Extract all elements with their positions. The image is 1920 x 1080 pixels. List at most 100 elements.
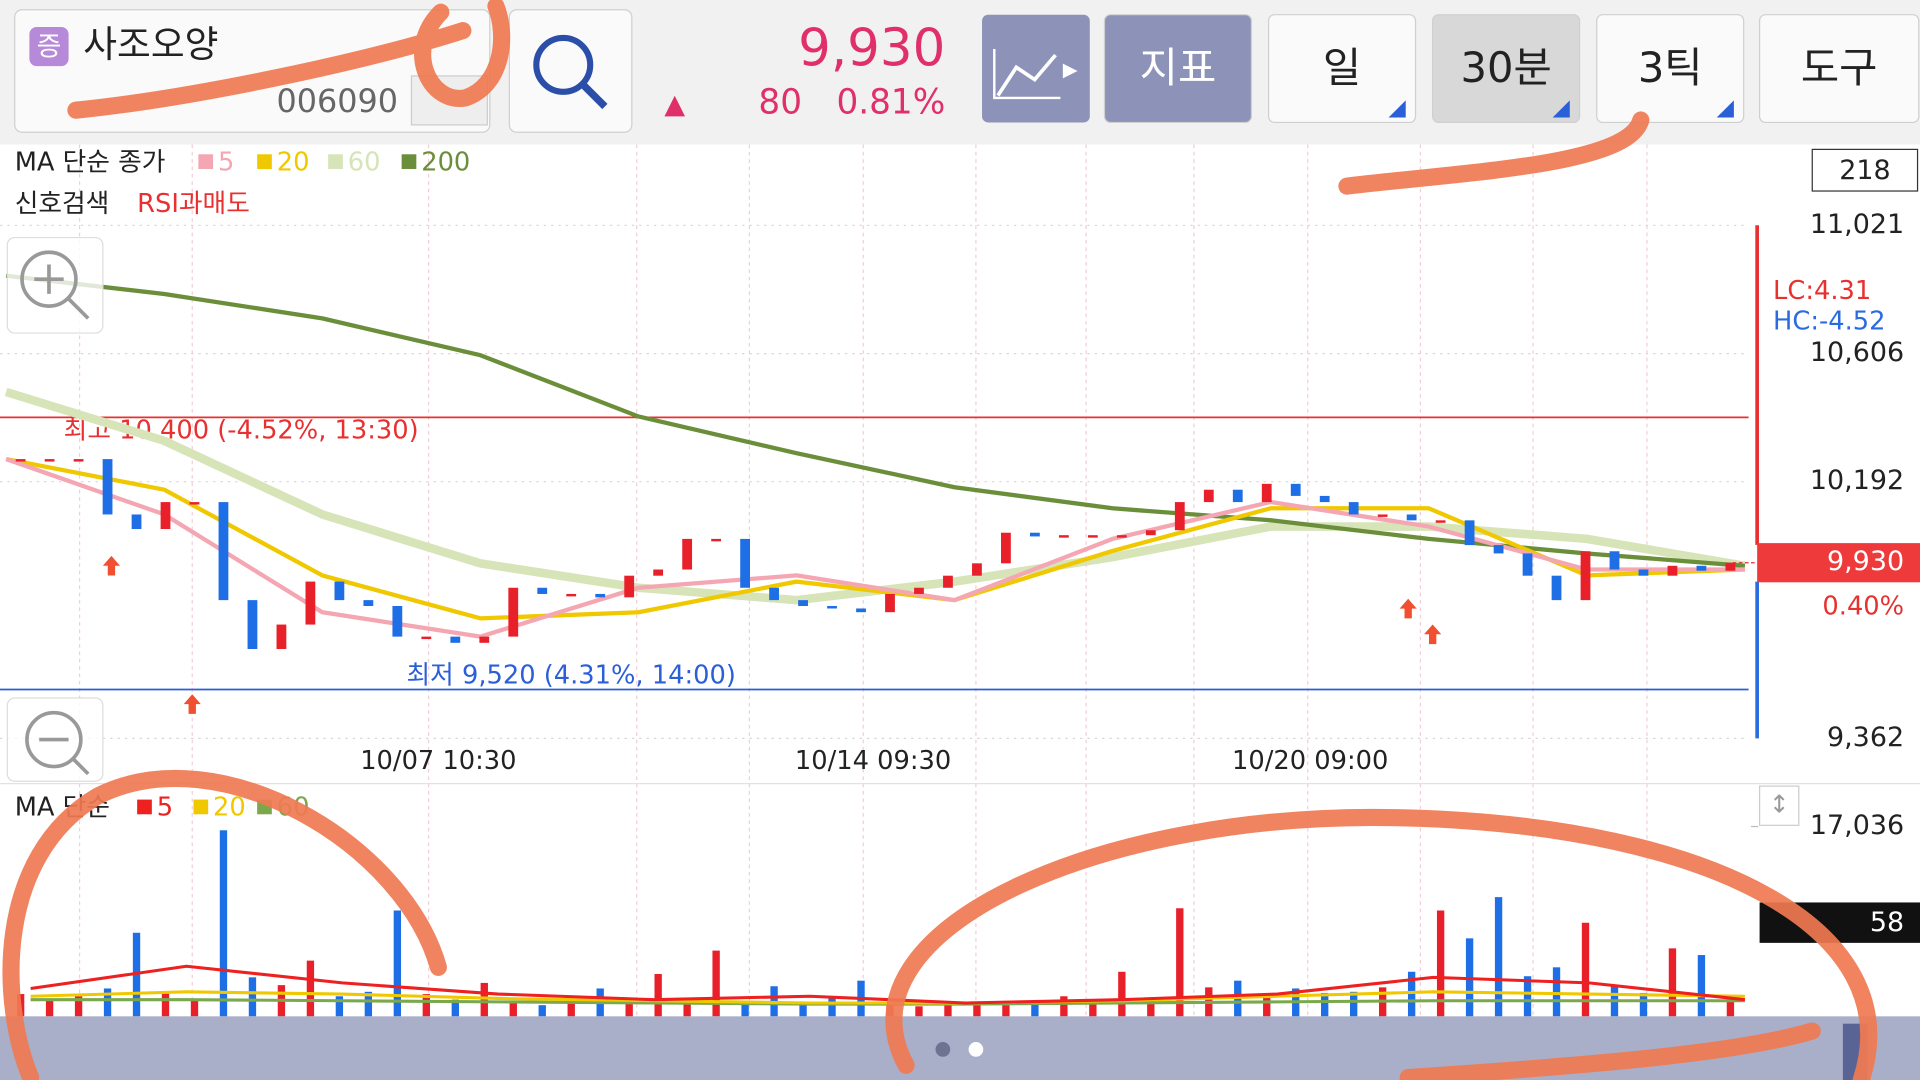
- volume-bar: [1031, 1002, 1039, 1017]
- volume-bar: [103, 988, 112, 1017]
- chart-type-button[interactable]: [982, 14, 1090, 123]
- current-rate-label: 0.40%: [1822, 591, 1904, 621]
- signal-arrow: [183, 694, 201, 714]
- page-dot[interactable]: [935, 1042, 951, 1057]
- candle: [1116, 535, 1127, 538]
- stock-code: 006090: [276, 82, 398, 120]
- volume-bar: [335, 996, 344, 1017]
- candle: [624, 575, 635, 598]
- x-tick-label: 10/07 10:30: [360, 746, 516, 776]
- volume-bar: [944, 1005, 952, 1017]
- candle: [1435, 520, 1446, 523]
- chart-icon-axis: [993, 48, 1061, 100]
- candle: [1667, 565, 1678, 576]
- toolbar-button-label: 3틱: [1638, 43, 1703, 92]
- candle: [537, 587, 548, 594]
- candle: [1001, 532, 1011, 564]
- y-tick-label: 17,036: [1810, 810, 1904, 841]
- volume-bar: [1552, 967, 1561, 1017]
- volume-bar: [1581, 922, 1590, 1017]
- volume-bar: [828, 998, 836, 1017]
- volume-bar: [1668, 948, 1677, 1017]
- scribbles: [2, 0, 1878, 1080]
- volume-bar: [741, 1001, 749, 1017]
- y-tick-label: 10,192: [1810, 465, 1904, 496]
- volume-bar: [683, 1004, 691, 1017]
- candle: [566, 593, 577, 597]
- candle: [1725, 562, 1736, 571]
- candle: [363, 600, 374, 607]
- lc-label: LC:4.31: [1773, 276, 1871, 306]
- indicator-box-text: 58: [1870, 907, 1904, 938]
- scribble: [1338, 111, 1650, 195]
- badge-bg: [29, 26, 69, 67]
- candle: [1377, 514, 1388, 517]
- legend-label: 5: [218, 147, 234, 177]
- page-dot-active[interactable]: [968, 1042, 984, 1057]
- search-button[interactable]: [508, 9, 633, 133]
- volume-bar: [799, 1005, 807, 1017]
- signal-title: 신호검색: [15, 189, 110, 219]
- search-icon: [533, 34, 594, 95]
- volume-bar: [712, 950, 720, 1017]
- candle: [1638, 569, 1649, 576]
- signal-arrow: [1424, 624, 1442, 645]
- candle: [1290, 483, 1301, 496]
- volume-bar: [190, 998, 199, 1017]
- candle: [305, 581, 316, 625]
- change-rate: 0.81%: [836, 83, 945, 123]
- volume-bar: [1060, 996, 1068, 1017]
- candle: [740, 538, 750, 588]
- volume-bar: [1002, 1005, 1010, 1017]
- toolbar-button[interactable]: [1267, 14, 1417, 124]
- scribble: [885, 808, 1878, 1080]
- volume-bar: [45, 999, 54, 1017]
- scribble: [2, 769, 447, 1080]
- toolbar-button[interactable]: [1103, 14, 1253, 124]
- candle: [943, 575, 953, 588]
- volume-bar: [1639, 992, 1648, 1017]
- zoom-out-icon: [25, 710, 83, 769]
- toolbar-button-label: 30분: [1460, 43, 1551, 92]
- volume-bar: [1436, 910, 1445, 1017]
- badge: 증: [37, 31, 62, 62]
- count-box: [1811, 148, 1919, 192]
- candle: [1348, 502, 1359, 515]
- candle: [1145, 530, 1156, 536]
- toolbar-button[interactable]: [1758, 14, 1920, 124]
- volume-bar: [451, 999, 459, 1017]
- zoom-out-icon-lines: [39, 737, 90, 776]
- candle: [1232, 489, 1243, 503]
- search-icon-handle: [580, 81, 608, 110]
- ma-line: [5, 273, 1746, 568]
- candle: [44, 459, 55, 462]
- candle: [1058, 535, 1069, 538]
- signal-arrow: [1399, 598, 1417, 619]
- toolbar-button-label: 일: [1323, 43, 1361, 92]
- legend-swatch: [137, 799, 152, 815]
- toolbar-button[interactable]: [1432, 14, 1581, 124]
- toolbar-button[interactable]: [1596, 14, 1745, 124]
- dropdown-marker: [1716, 100, 1734, 118]
- volume-bar: [1726, 999, 1735, 1017]
- candle: [1030, 532, 1040, 537]
- y-tick-label: 10,606: [1810, 337, 1904, 368]
- candle: [1696, 565, 1707, 571]
- volume-bar: [1494, 897, 1503, 1017]
- candle: [15, 459, 26, 462]
- volume-bar: [1147, 999, 1155, 1017]
- candle: [1261, 483, 1272, 503]
- candle: [131, 514, 142, 529]
- toolbar-button-label: 지표: [1140, 43, 1217, 92]
- chart-icon: [996, 53, 1057, 97]
- legend-swatch: [328, 154, 343, 169]
- volume-bar: [1321, 992, 1329, 1017]
- zoom-in-icon-lines: [34, 264, 90, 320]
- resize-button[interactable]: [1758, 785, 1800, 826]
- candle: [450, 636, 461, 643]
- candle: [1522, 553, 1533, 576]
- price-plot: 9,362 10,192 10,606 11,021 10/07 10:30 10/14 …: [0, 147, 1920, 776]
